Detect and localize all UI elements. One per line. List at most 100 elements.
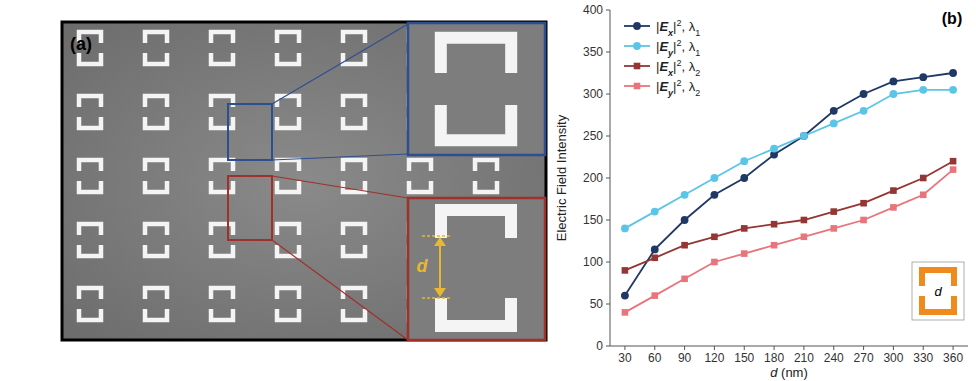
- dim-guide: [422, 297, 450, 298]
- nanostructure: [211, 117, 233, 128]
- x-axis-label: d (nm): [770, 365, 808, 380]
- nanostructure: [211, 245, 233, 256]
- nanostructure: [441, 105, 511, 140]
- y-tick: [606, 52, 610, 53]
- nanostructure: [79, 245, 101, 256]
- legend-label-part: E: [659, 59, 668, 74]
- y-tick: [606, 10, 610, 11]
- point: [830, 120, 838, 128]
- point: [830, 208, 837, 215]
- nanostructure: [145, 288, 167, 299]
- x-tick: [893, 346, 894, 350]
- nanostructure: [277, 288, 299, 299]
- x-axis: [610, 346, 968, 347]
- nanostructure: [79, 53, 101, 64]
- y-tick-label: 150: [583, 213, 603, 227]
- nanostructure: [343, 245, 365, 256]
- panel-label: (a): [70, 34, 92, 54]
- series-line: [625, 73, 953, 296]
- point: [860, 200, 867, 207]
- x-tick: [744, 346, 745, 350]
- y-tick-label: 350: [583, 45, 603, 59]
- nanostructure: [277, 160, 299, 171]
- dim-label: d: [417, 256, 429, 276]
- point: [711, 259, 718, 266]
- legend-label-part: , λ: [681, 39, 695, 54]
- legend-label-part: 2: [695, 88, 700, 98]
- x-tick: [774, 346, 775, 350]
- nanostructure: [211, 53, 233, 64]
- legend-label-part: 1: [695, 28, 700, 38]
- x-tick-label: 120: [704, 351, 724, 365]
- x-tick: [863, 346, 864, 350]
- zoom-box: [228, 104, 272, 160]
- y-tick-label: 0: [596, 339, 603, 353]
- x-tick: [654, 346, 655, 350]
- point: [621, 292, 629, 300]
- nanostructure: [145, 309, 167, 320]
- nanostructure: [277, 53, 299, 64]
- point: [711, 174, 719, 182]
- nanostructure: [441, 38, 511, 73]
- point: [830, 225, 837, 232]
- sem-image: [62, 22, 546, 340]
- series-line: [625, 161, 953, 270]
- nanostructure: [79, 309, 101, 320]
- point: [681, 276, 688, 283]
- x-tick-label: 60: [648, 351, 662, 365]
- inset-label: d: [934, 284, 942, 299]
- point: [860, 90, 868, 98]
- legend-marker: [634, 63, 641, 70]
- nanostructure: [145, 53, 167, 64]
- nanostructure: [211, 32, 233, 43]
- nanostructure: [343, 117, 365, 128]
- point: [711, 234, 718, 241]
- dim-arrowheads: [434, 237, 446, 297]
- nanostructure: [211, 224, 233, 235]
- nanostructure: [145, 96, 167, 107]
- y-tick: [606, 220, 610, 221]
- point: [681, 216, 689, 224]
- y-tick: [606, 178, 610, 179]
- nanostructure: [343, 288, 365, 299]
- zoom-line: [272, 240, 408, 340]
- point: [651, 255, 658, 262]
- point: [740, 157, 748, 165]
- x-tick-label: 90: [678, 351, 692, 365]
- nanostructure: [343, 160, 365, 171]
- point: [830, 107, 838, 115]
- nanostructure: [211, 96, 233, 107]
- point: [622, 267, 629, 274]
- point: [920, 175, 927, 182]
- zoom-line: [272, 176, 408, 198]
- nanostructure: [475, 181, 497, 192]
- zoom-line: [272, 154, 408, 160]
- plot-area: [621, 69, 957, 316]
- dim-guide: [422, 235, 450, 236]
- nanostructure: [145, 160, 167, 171]
- point: [622, 309, 629, 316]
- nanostructure: [79, 224, 101, 235]
- point: [800, 132, 808, 140]
- nanostructure: [79, 160, 101, 171]
- legend-label-part: , λ: [681, 79, 695, 94]
- point: [950, 166, 957, 173]
- nanostructure: [79, 117, 101, 128]
- legend-label-part: E: [659, 19, 668, 34]
- zoom-line: [272, 24, 408, 104]
- inset-frame: [912, 262, 964, 320]
- point: [771, 242, 778, 249]
- panel-label: (b): [942, 10, 962, 27]
- nanostructure: [211, 309, 233, 320]
- nanostructure: [145, 32, 167, 43]
- point: [919, 86, 927, 94]
- point: [801, 234, 808, 241]
- nanostructure: [343, 53, 365, 64]
- point: [771, 221, 778, 228]
- x-tick-label: 330: [913, 351, 933, 365]
- nanostructure: [79, 288, 101, 299]
- panel-a: d (a): [62, 22, 546, 340]
- legend-label: |Ex|2, λ1: [656, 18, 700, 38]
- nanostructure: [211, 160, 233, 171]
- nanostructure: [343, 224, 365, 235]
